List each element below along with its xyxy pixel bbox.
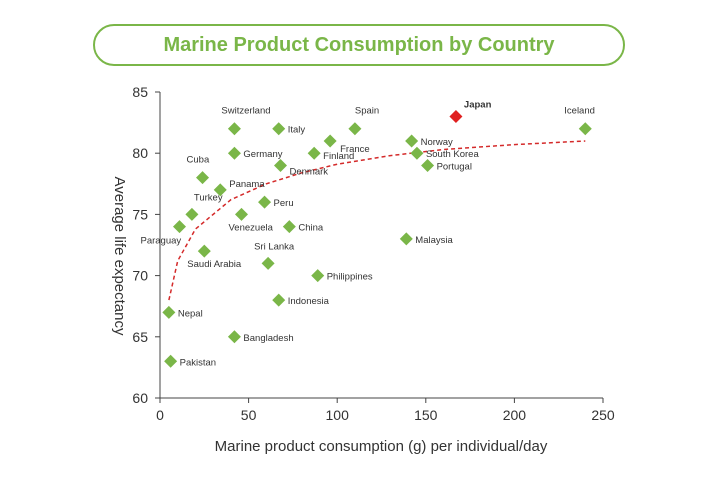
point-nepal [162,305,176,319]
axes: 0 50 100 150 200 250 60 65 70 75 80 85 [132,84,614,423]
point-switzerland [227,122,241,136]
point-germany [227,146,241,160]
point-label-venezuela: Venezuela [229,222,274,233]
point-label-japan: Japan [464,99,492,110]
point-cuba [196,171,210,185]
point-label-bangladesh: Bangladesh [243,333,293,344]
point-south-korea [410,146,424,160]
y-tick-label: 60 [132,390,148,406]
point-turkey [185,207,199,221]
point-label-norway: Norway [421,137,453,148]
point-label-panama: Panama [229,179,265,190]
chart-title: Marine Product Consumption by Country [93,24,625,66]
point-portugal [421,158,435,172]
x-tick-label: 200 [503,407,527,423]
point-label-switzerland: Switzerland [221,106,270,117]
point-label-china: China [298,223,324,234]
point-label-spain: Spain [355,106,379,117]
point-denmark [273,158,287,172]
point-venezuela [235,207,249,221]
y-tick-label: 80 [132,145,148,161]
point-label-peru: Peru [274,198,294,209]
point-china [282,220,296,234]
point-label-italy: Italy [288,125,306,136]
point-label-iceland: Iceland [564,106,595,117]
point-label-denmark: Denmark [289,166,328,177]
point-label-philippines: Philippines [327,272,373,283]
y-tick-label: 65 [132,329,148,345]
point-label-indonesia: Indonesia [288,296,330,307]
point-finland [307,146,321,160]
point-philippines [311,269,325,283]
x-tick-label: 100 [326,407,350,423]
x-tick-label: 250 [591,407,615,423]
point-indonesia [272,293,286,307]
point-label-saudi-arabia: Saudi Arabia [187,259,242,270]
trendline-layer [168,140,586,301]
points-layer: Switzerland Italy Spain Japan Iceland France N… [140,99,594,368]
y-tick-label: 75 [132,206,148,222]
point-pakistan [164,354,178,368]
point-spain [348,122,362,136]
point-saudi-arabia [197,244,211,258]
point-label-nepal: Nepal [178,308,203,319]
point-italy [272,122,286,136]
point-norway [405,134,419,148]
point-label-portugal: Portugal [437,161,472,172]
point-label-malaysia: Malaysia [415,235,453,246]
trendline [168,140,586,301]
point-label-pakistan: Pakistan [180,357,216,368]
point-label-turkey: Turkey [194,192,223,203]
point-iceland [578,122,592,136]
x-tick-label: 0 [156,407,164,423]
point-label-cuba: Cuba [187,155,210,166]
point-malaysia [399,232,413,246]
x-axis-label: Marine product consumption (g) per indiv… [215,438,548,455]
point-bangladesh [227,330,241,344]
y-tick-label: 85 [132,84,148,100]
point-japan [449,109,463,123]
point-peru [258,195,272,209]
x-tick-label: 50 [241,407,257,423]
point-label-france: France [340,144,370,155]
y-tick-label: 70 [132,268,148,284]
point-label-germany: Germany [243,149,282,160]
point-label-paraguay: Paraguay [140,236,181,247]
point-label-finland: Finland [323,151,354,162]
point-label-south-korea: South Korea [426,149,480,160]
point-label-sri-lanka: Sri Lanka [254,241,295,252]
y-axis-label: Average life expectancy [111,177,128,336]
point-paraguay [172,220,186,234]
point-france [323,134,337,148]
x-tick-label: 150 [414,407,438,423]
point-panama [213,183,227,197]
point-sri-lanka [261,256,275,270]
